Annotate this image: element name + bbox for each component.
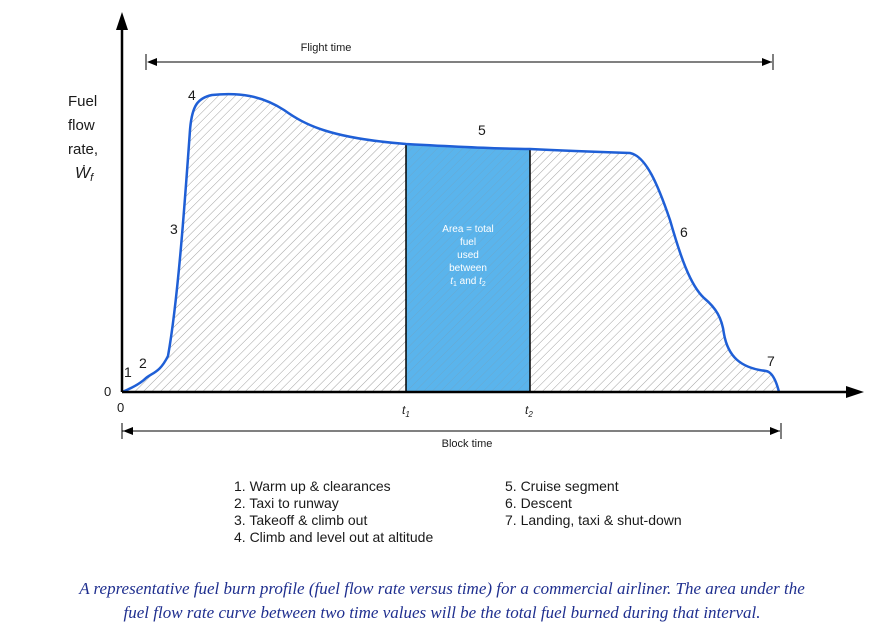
phase-number-3: 3	[170, 221, 178, 237]
flight-time-arrow-left	[147, 58, 157, 66]
legend-item-landing: 7. Landing, taxi & shut-down	[505, 512, 682, 528]
legend-item-descent: 6. Descent	[505, 495, 572, 511]
phase-number-7: 7	[767, 353, 775, 369]
phase-number-6: 6	[680, 224, 688, 240]
fuel-flow-curve	[121, 92, 781, 394]
caption-line-2: fuel flow rate curve between two time va…	[123, 603, 761, 622]
y-axis-label-line-1: Fuel	[68, 93, 97, 110]
block-time-label: Block time	[442, 438, 493, 450]
flight-time-label: Flight time	[301, 42, 352, 54]
legend-item-taxi: 2. Taxi to runway	[234, 495, 339, 511]
y-axis-label-line-2: flow	[68, 117, 95, 134]
area-text-line-4: between	[449, 263, 487, 274]
phase-number-5: 5	[478, 122, 486, 138]
t2-label: t2	[525, 403, 533, 419]
area-text-line-3: used	[457, 250, 479, 261]
area-text-line-2: fuel	[460, 237, 476, 248]
y-axis-label-line-3: rate,	[68, 141, 98, 158]
y-axis-symbol: Ẇf	[75, 163, 94, 184]
x-axis-arrow	[846, 386, 864, 398]
origin-x-label: 0	[117, 400, 124, 415]
legend-item-warm-up: 1. Warm up & clearances	[234, 478, 391, 494]
y-axis-arrow	[116, 12, 128, 30]
block-time-arrow-left	[123, 427, 133, 435]
phase-number-4: 4	[188, 87, 196, 103]
phase-number-1: 1	[124, 364, 132, 380]
figure-caption: A representative fuel burn profile (fuel…	[0, 577, 884, 625]
t1-label: t1	[402, 403, 410, 419]
legend-item-climb: 4. Climb and level out at altitude	[234, 529, 434, 545]
legend-item-takeoff: 3. Takeoff & climb out	[234, 512, 368, 528]
block-time-arrow-right	[770, 427, 780, 435]
legend-right: 5. Cruise segment 6. Descent 7. Landing,…	[505, 478, 682, 529]
legend-item-cruise: 5. Cruise segment	[505, 478, 619, 494]
fuel-burn-diagram: Flight time Block time Fuel flow rate, Ẇ…	[68, 12, 864, 450]
flight-time-arrow-right	[762, 58, 772, 66]
origin-y-label: 0	[104, 384, 111, 399]
area-text-line-1: Area = total	[442, 224, 493, 235]
caption-line-1: A representative fuel burn profile (fuel…	[79, 579, 805, 598]
legend-left: 1. Warm up & clearances 2. Taxi to runwa…	[234, 478, 433, 546]
area-text-line-5: t1 and t2	[450, 276, 486, 288]
phase-number-2: 2	[139, 355, 147, 371]
